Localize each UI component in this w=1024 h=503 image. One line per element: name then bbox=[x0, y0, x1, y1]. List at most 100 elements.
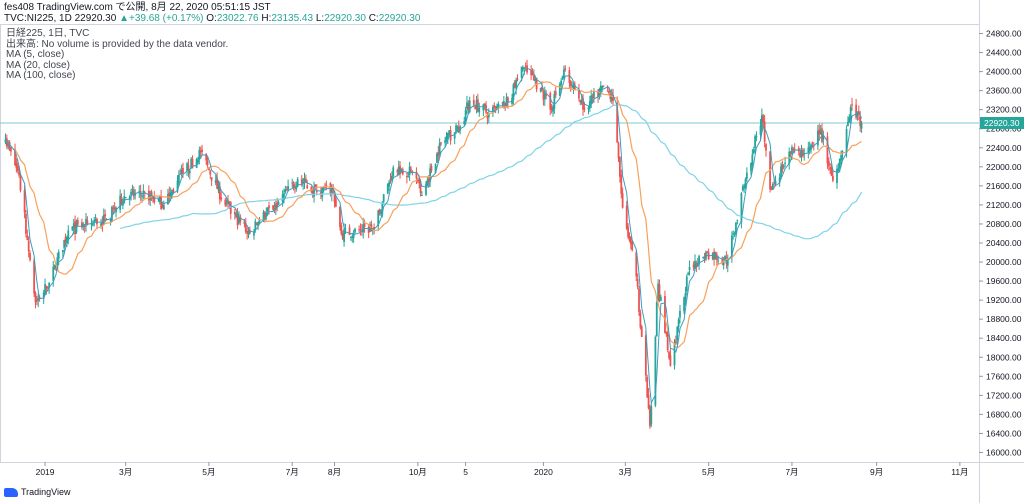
high-value: 23135.43 bbox=[271, 13, 314, 24]
candle-body bbox=[740, 193, 743, 222]
candle-body bbox=[358, 229, 361, 231]
symbol-label[interactable]: TVC:NI225, 1D bbox=[4, 13, 72, 24]
legend-title[interactable]: 日経225, 1日, TVC bbox=[6, 28, 90, 39]
candle-body bbox=[741, 186, 744, 191]
candle-body bbox=[832, 175, 834, 181]
candle-body bbox=[14, 148, 16, 166]
low-value: 22920.30 bbox=[324, 13, 366, 24]
candle-body bbox=[838, 159, 841, 169]
candle-body bbox=[229, 202, 232, 214]
candle-body bbox=[283, 193, 285, 197]
legend-ma5[interactable]: MA (5, close) bbox=[6, 49, 65, 60]
candle-body bbox=[504, 103, 507, 108]
candle-body bbox=[172, 189, 175, 193]
x-tick-label: 2020 bbox=[534, 467, 553, 477]
x-tick-label: 5月 bbox=[702, 467, 715, 477]
candle-body bbox=[711, 253, 714, 260]
candle-body bbox=[507, 97, 509, 103]
candle-body bbox=[679, 310, 681, 318]
candle-body bbox=[638, 288, 640, 312]
candle-body bbox=[811, 142, 814, 144]
candle-body bbox=[669, 355, 672, 366]
candle-body bbox=[160, 195, 163, 209]
candle-body bbox=[579, 100, 582, 103]
candle-body bbox=[348, 227, 351, 236]
candle-body bbox=[453, 132, 456, 139]
candle-body bbox=[532, 75, 535, 80]
y-tick-label: 24000.00 bbox=[986, 67, 1022, 77]
candle-body bbox=[599, 85, 602, 92]
candle-body bbox=[208, 167, 210, 170]
candle-body bbox=[440, 142, 442, 144]
candle-body bbox=[743, 185, 746, 189]
candle-body bbox=[430, 166, 433, 171]
candle-body bbox=[437, 152, 440, 157]
candle-body bbox=[205, 153, 208, 161]
candle-body bbox=[569, 81, 572, 86]
last-price: 22920.30 bbox=[74, 13, 117, 24]
candle-body bbox=[755, 135, 758, 137]
y-tick-label: 18000.00 bbox=[986, 352, 1022, 362]
tradingview-footer[interactable]: TradingView bbox=[4, 487, 71, 497]
y-tick-label: 19600.00 bbox=[986, 276, 1022, 286]
candle-body bbox=[217, 184, 220, 191]
candle-body bbox=[380, 211, 382, 214]
candle-body bbox=[354, 228, 356, 233]
candle-body bbox=[138, 191, 141, 193]
y-tick-label: 16800.00 bbox=[986, 409, 1022, 419]
candle-body bbox=[821, 128, 823, 142]
candle-body bbox=[254, 221, 257, 231]
candle-body bbox=[210, 177, 213, 181]
candle-body bbox=[829, 167, 832, 170]
y-tick-label: 21600.00 bbox=[986, 181, 1022, 191]
candle-body bbox=[560, 80, 563, 85]
candle-body bbox=[187, 165, 190, 171]
candle-body bbox=[25, 213, 27, 234]
candle-body bbox=[765, 144, 767, 151]
candle-body bbox=[791, 147, 793, 154]
candle-body bbox=[456, 127, 459, 129]
candle-body bbox=[281, 194, 284, 203]
candle-body bbox=[438, 143, 441, 154]
candle-body bbox=[482, 104, 485, 111]
candle-body bbox=[390, 175, 393, 181]
candle-body bbox=[421, 194, 423, 196]
candle-body bbox=[841, 151, 844, 154]
candle-body bbox=[618, 157, 621, 177]
candle-body bbox=[687, 272, 690, 275]
candle-body bbox=[602, 85, 605, 87]
candle-body bbox=[96, 218, 98, 225]
candle-body bbox=[300, 179, 303, 184]
legend-ma20[interactable]: MA (20, close) bbox=[6, 59, 70, 71]
candle-body bbox=[664, 296, 666, 333]
candle-body bbox=[23, 190, 26, 213]
candle-body bbox=[644, 335, 647, 376]
candle-body bbox=[620, 174, 623, 194]
candle-body bbox=[467, 103, 470, 110]
candle-body bbox=[56, 257, 59, 270]
y-tick-label: 20400.00 bbox=[986, 238, 1022, 248]
candle-body bbox=[563, 69, 565, 78]
candle-body bbox=[784, 162, 787, 164]
candle-body bbox=[524, 65, 527, 67]
candle-body bbox=[658, 284, 661, 299]
candle-body bbox=[287, 186, 290, 190]
candle-body bbox=[52, 266, 55, 281]
candle-body bbox=[112, 208, 115, 210]
candle-body bbox=[837, 168, 840, 172]
candle-body bbox=[86, 220, 89, 225]
candle-body bbox=[16, 165, 19, 172]
candle-body bbox=[397, 166, 400, 175]
candle-body bbox=[612, 94, 614, 101]
candle-body bbox=[647, 394, 650, 409]
candle-body bbox=[807, 147, 810, 153]
candle-body bbox=[285, 189, 288, 191]
candle-body bbox=[572, 85, 575, 88]
legend-ma100[interactable]: MA (100, close) bbox=[6, 70, 76, 81]
candle-body bbox=[153, 196, 156, 203]
candle-body bbox=[324, 187, 326, 189]
y-tick-label: 21200.00 bbox=[986, 200, 1022, 210]
candle-body bbox=[733, 233, 736, 235]
candle-body bbox=[57, 251, 60, 259]
